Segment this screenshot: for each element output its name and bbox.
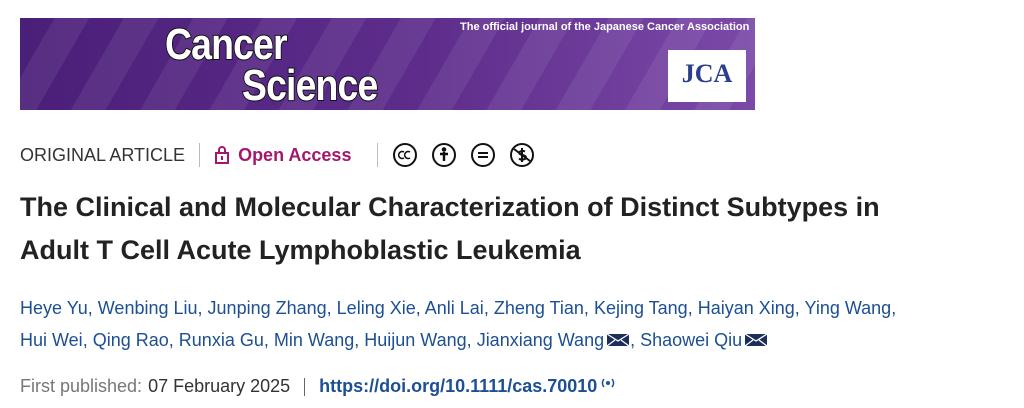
author-entry: Shaowei Qiu bbox=[640, 330, 768, 350]
author-separator: , bbox=[483, 298, 489, 318]
author-name[interactable]: Hui Wei bbox=[20, 330, 83, 350]
author-name[interactable]: Zheng Tian bbox=[493, 298, 584, 318]
author-separator: , bbox=[197, 298, 203, 318]
author-entry: Heye Yu, bbox=[20, 298, 93, 318]
author-separator: , bbox=[168, 330, 174, 350]
published-label: First published: bbox=[20, 376, 143, 396]
author-separator: , bbox=[87, 298, 93, 318]
author-name[interactable]: Kejing Tang bbox=[593, 298, 688, 318]
author-name[interactable]: Qing Rao bbox=[92, 330, 169, 350]
author-entry: Zheng Tian, bbox=[494, 298, 589, 318]
author-separator: , bbox=[794, 298, 800, 318]
journal-banner[interactable]: Cancer Science The official journal of t… bbox=[20, 18, 755, 110]
author-list: Heye Yu, Wenbing Liu, Junping Zhang, Lel… bbox=[20, 292, 935, 356]
author-separator: , bbox=[466, 330, 472, 350]
author-entry: Haiyan Xing, bbox=[698, 298, 800, 318]
author-name[interactable]: Haiyan Xing bbox=[697, 298, 795, 318]
author-entry: Leling Xie, bbox=[337, 298, 421, 318]
author-name[interactable]: Runxia Gu bbox=[178, 330, 264, 350]
author-name[interactable]: Leling Xie bbox=[336, 298, 416, 318]
published-date: 07 February 2025 bbox=[148, 376, 291, 396]
society-logo: JCA bbox=[668, 50, 746, 102]
author-entry: Anli Lai, bbox=[425, 298, 489, 318]
author-separator: , bbox=[82, 330, 88, 350]
email-icon[interactable] bbox=[744, 333, 768, 347]
separator bbox=[377, 143, 379, 167]
journal-tagline: The official journal of the Japanese Can… bbox=[460, 21, 750, 33]
author-separator: , bbox=[415, 298, 421, 318]
author-separator: , bbox=[326, 298, 332, 318]
author-entry: Wenbing Liu, bbox=[98, 298, 203, 318]
publication-info: First published: 07 February 2025 https:… bbox=[20, 376, 617, 397]
article-type: ORIGINAL ARTICLE bbox=[20, 144, 186, 165]
author-entry: Hui Wei, bbox=[20, 330, 88, 350]
author-entry: Kejing Tang, bbox=[594, 298, 693, 318]
author-entry: Runxia Gu, bbox=[179, 330, 269, 350]
author-separator: , bbox=[687, 298, 693, 318]
journal-name: Science bbox=[241, 61, 379, 110]
author-separator: , bbox=[891, 298, 897, 318]
separator bbox=[304, 377, 306, 396]
lock-icon bbox=[215, 146, 230, 164]
article-meta: ORIGINAL ARTICLE Open Access bbox=[20, 142, 542, 168]
journal-name: Cancer bbox=[164, 20, 288, 69]
author-separator: , bbox=[583, 298, 589, 318]
separator bbox=[199, 143, 201, 167]
author-entry: Junping Zhang, bbox=[208, 298, 332, 318]
author-entry: Min Wang, bbox=[274, 330, 359, 350]
author-name[interactable]: Wenbing Liu bbox=[97, 298, 198, 318]
author-separator: , bbox=[263, 330, 269, 350]
author-name[interactable]: Anli Lai bbox=[424, 298, 484, 318]
author-name[interactable]: Jianxiang Wang bbox=[476, 330, 605, 350]
article-title: The Clinical and Molecular Characterizat… bbox=[20, 192, 880, 265]
author-entry: Qing Rao, bbox=[93, 330, 174, 350]
license-icons[interactable] bbox=[392, 142, 542, 168]
author-name[interactable]: Ying Wang bbox=[804, 298, 892, 318]
doi-link[interactable]: https://doi.org/10.1111/cas.70010 bbox=[319, 376, 598, 396]
author-entry: Jianxiang Wang, bbox=[477, 330, 635, 350]
author-entry: Ying Wang, bbox=[804, 298, 896, 318]
author-separator: , bbox=[354, 330, 360, 350]
open-access[interactable]: Open Access bbox=[238, 144, 352, 165]
altmetric-icon bbox=[602, 378, 615, 387]
author-name[interactable]: Heye Yu bbox=[20, 298, 88, 318]
author-name[interactable]: Junping Zhang bbox=[207, 298, 327, 318]
author-separator: , bbox=[630, 330, 636, 350]
author-name[interactable]: Huijun Wang bbox=[364, 330, 467, 350]
author-entry: Huijun Wang, bbox=[364, 330, 471, 350]
email-icon[interactable] bbox=[606, 333, 630, 347]
author-name[interactable]: Shaowei Qiu bbox=[640, 330, 743, 350]
author-name[interactable]: Min Wang bbox=[273, 330, 355, 350]
